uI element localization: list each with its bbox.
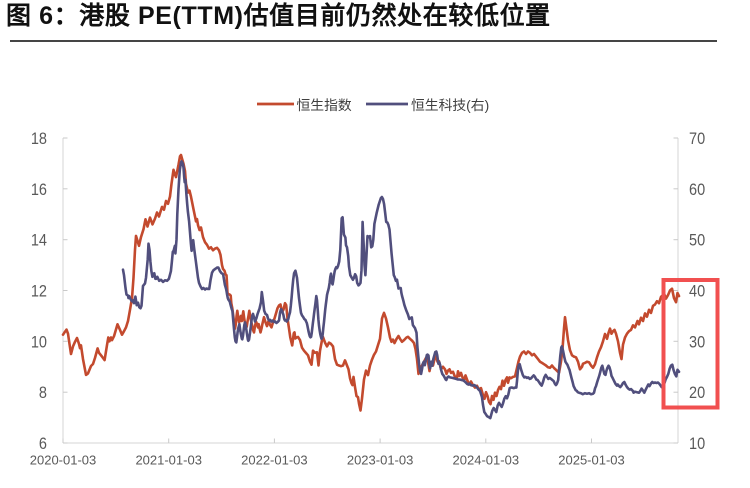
svg-text:14: 14 xyxy=(31,232,47,250)
svg-text:50: 50 xyxy=(689,232,705,250)
svg-text:8: 8 xyxy=(39,384,47,402)
svg-text:40: 40 xyxy=(689,283,705,301)
svg-text:2024-01-03: 2024-01-03 xyxy=(453,453,520,468)
svg-text:30: 30 xyxy=(689,333,705,351)
svg-text:20: 20 xyxy=(689,384,705,402)
svg-text:12: 12 xyxy=(31,283,47,301)
svg-text:恒生指数: 恒生指数 xyxy=(297,98,352,113)
svg-text:10: 10 xyxy=(689,435,705,453)
svg-text:6: 6 xyxy=(39,435,47,453)
svg-text:10: 10 xyxy=(31,333,47,351)
svg-text:2022-01-03: 2022-01-03 xyxy=(241,453,308,468)
svg-text:恒生科技(右): 恒生科技(右) xyxy=(411,98,489,113)
svg-text:2025-01-03: 2025-01-03 xyxy=(558,453,625,468)
svg-text:2023-01-03: 2023-01-03 xyxy=(347,453,414,468)
svg-text:70: 70 xyxy=(689,130,705,148)
svg-text:18: 18 xyxy=(31,130,47,148)
svg-text:2020-01-03: 2020-01-03 xyxy=(30,453,97,468)
svg-text:16: 16 xyxy=(31,181,47,199)
svg-text:60: 60 xyxy=(689,181,705,199)
svg-text:2021-01-03: 2021-01-03 xyxy=(135,453,202,468)
